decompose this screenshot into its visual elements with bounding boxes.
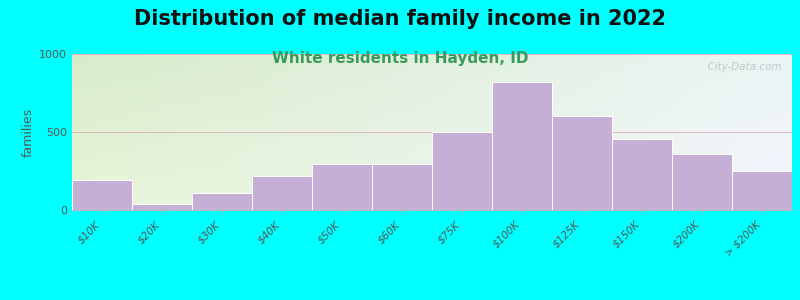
Text: White residents in Hayden, ID: White residents in Hayden, ID <box>272 51 528 66</box>
Text: City-Data.com: City-Data.com <box>701 62 781 72</box>
Bar <box>192 193 252 210</box>
Bar <box>252 176 312 210</box>
Bar <box>672 154 732 210</box>
Bar <box>732 171 792 210</box>
Bar <box>372 164 432 210</box>
Bar <box>432 132 492 210</box>
Bar <box>492 82 552 210</box>
Text: Distribution of median family income in 2022: Distribution of median family income in … <box>134 9 666 29</box>
Bar <box>552 116 612 210</box>
Bar <box>72 180 132 210</box>
Bar <box>612 139 672 210</box>
Bar <box>312 164 372 210</box>
Y-axis label: families: families <box>22 107 35 157</box>
Bar <box>132 204 192 210</box>
